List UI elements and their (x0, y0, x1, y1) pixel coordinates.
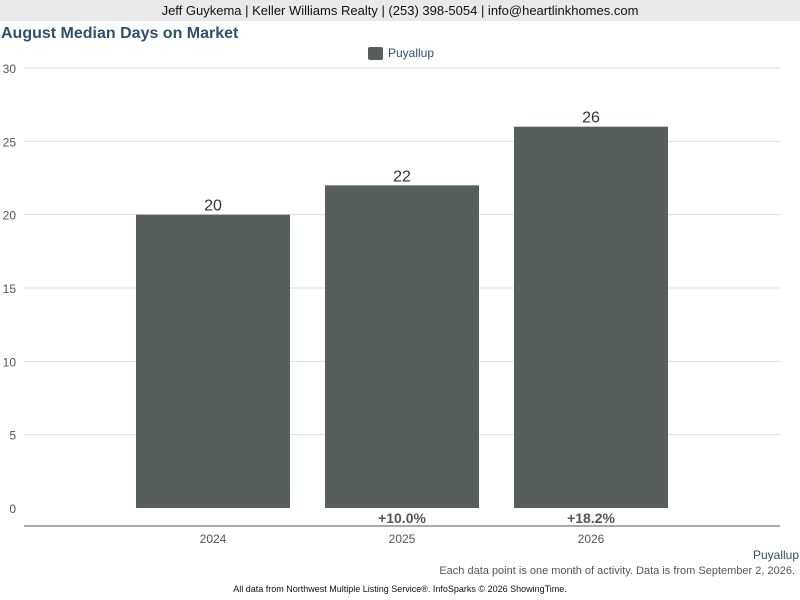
x-tick-label: 2024 (200, 532, 227, 546)
contact-header: Jeff Guykema | Keller Williams Realty | … (0, 0, 800, 21)
bar-value-label: 22 (393, 168, 411, 185)
legend-label: Puyallup (388, 46, 435, 60)
chart-title: August Median Days on Market (1, 25, 239, 42)
legend-swatch (368, 46, 383, 60)
y-tick-label: 5 (9, 429, 16, 443)
series-caption: Puyallup (752, 548, 799, 562)
y-tick-label: 30 (3, 62, 17, 76)
y-tick-label: 15 (3, 282, 17, 296)
y-tick-label: 0 (9, 502, 16, 516)
y-tick-label: 20 (3, 209, 17, 223)
bar-value-label: 26 (582, 110, 600, 127)
bar (136, 214, 290, 508)
bar-value-label: 20 (204, 198, 222, 215)
chart-legend: Puyallup (368, 46, 434, 60)
change-label: +10.0% (378, 510, 426, 526)
change-label: +18.2% (567, 510, 615, 526)
bar (325, 185, 479, 509)
y-tick-label: 10 (3, 355, 17, 369)
y-tick-label: 25 (3, 135, 17, 149)
x-tick-label: 2026 (578, 532, 605, 546)
bar (514, 126, 668, 509)
source-credit: All data from Northwest Multiple Listing… (233, 584, 567, 594)
data-footnote: Each data point is one month of activity… (439, 565, 795, 577)
x-tick-label: 2025 (389, 532, 416, 546)
